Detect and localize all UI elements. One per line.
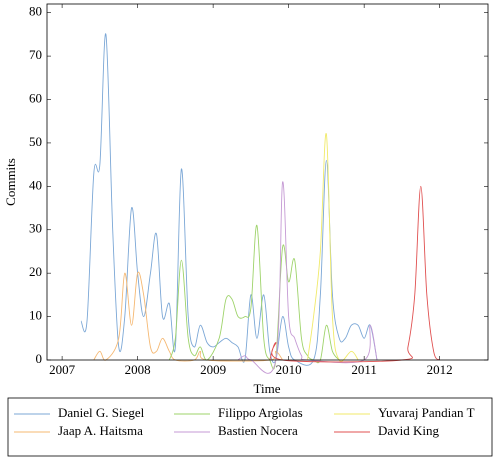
y-tick-label: 10 [29,308,42,323]
y-axis-label: Commits [3,158,18,206]
series-line [237,181,378,374]
x-tick-label: 2011 [351,362,377,377]
x-tick-label: 2012 [427,362,453,377]
y-tick-label: 70 [29,47,42,62]
x-tick-label: 2009 [200,362,226,377]
series-line [168,224,340,370]
legend-label: Daniel G. Siegel [58,405,145,420]
x-axis-label: Time [254,381,281,396]
series-line [307,133,359,362]
legend-label: Bastien Nocera [218,423,298,438]
legend-label: Jaap A. Haitsma [58,423,143,438]
x-tick-label: 2008 [125,362,151,377]
x-tick-label: 2010 [276,362,302,377]
legend-label: Filippo Argiolas [218,405,303,420]
legend-label: Yuvaraj Pandian T [378,405,475,420]
y-tick-label: 20 [29,264,42,279]
series-line [80,33,378,366]
y-tick-label: 50 [29,134,42,149]
x-tick-label: 2007 [49,362,76,377]
series-line [269,185,441,363]
legend-box [7,397,493,457]
y-tick-label: 80 [29,4,42,19]
y-tick-label: 60 [29,90,42,105]
y-tick-label: 30 [29,221,42,236]
plot-frame [46,3,489,361]
legend-label: David King [378,423,440,438]
y-tick-label: 0 [36,351,43,366]
y-tick-label: 40 [29,177,42,192]
